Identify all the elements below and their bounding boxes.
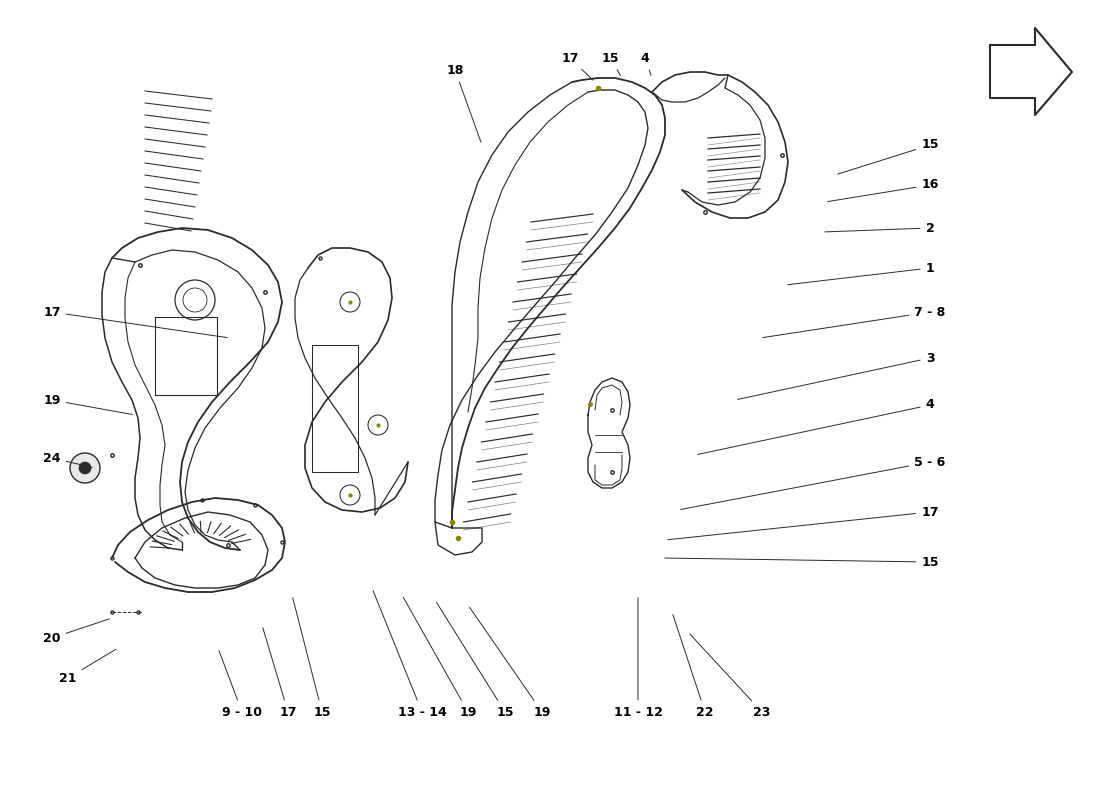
Text: 19: 19 [404,598,476,718]
Text: 23: 23 [690,634,771,718]
Circle shape [79,462,91,474]
Text: 19: 19 [43,394,132,414]
Text: 15: 15 [437,602,514,718]
Text: 1: 1 [788,262,934,285]
Circle shape [70,453,100,483]
Text: 2: 2 [825,222,934,234]
Text: 13 - 14: 13 - 14 [373,590,447,718]
Text: 15: 15 [837,138,938,174]
Text: 9 - 10: 9 - 10 [219,650,262,718]
Text: 11 - 12: 11 - 12 [614,598,662,718]
Text: 19: 19 [470,607,551,718]
Text: 15: 15 [293,598,331,718]
Text: 15: 15 [602,51,620,76]
Text: 4: 4 [640,51,651,75]
Text: 7 - 8: 7 - 8 [762,306,946,338]
Text: 17: 17 [43,306,228,338]
Text: 15: 15 [664,555,938,569]
Text: 17: 17 [561,51,593,80]
Text: 17: 17 [263,628,297,718]
Text: 22: 22 [673,614,714,718]
Text: 16: 16 [827,178,938,202]
Text: 21: 21 [59,650,116,685]
Text: 24: 24 [43,451,92,467]
Text: 20: 20 [43,619,109,645]
Text: 18: 18 [447,63,481,142]
Text: 4: 4 [697,398,934,454]
Text: 5 - 6: 5 - 6 [681,455,946,510]
Text: 17: 17 [668,506,938,540]
Text: 3: 3 [738,351,934,399]
